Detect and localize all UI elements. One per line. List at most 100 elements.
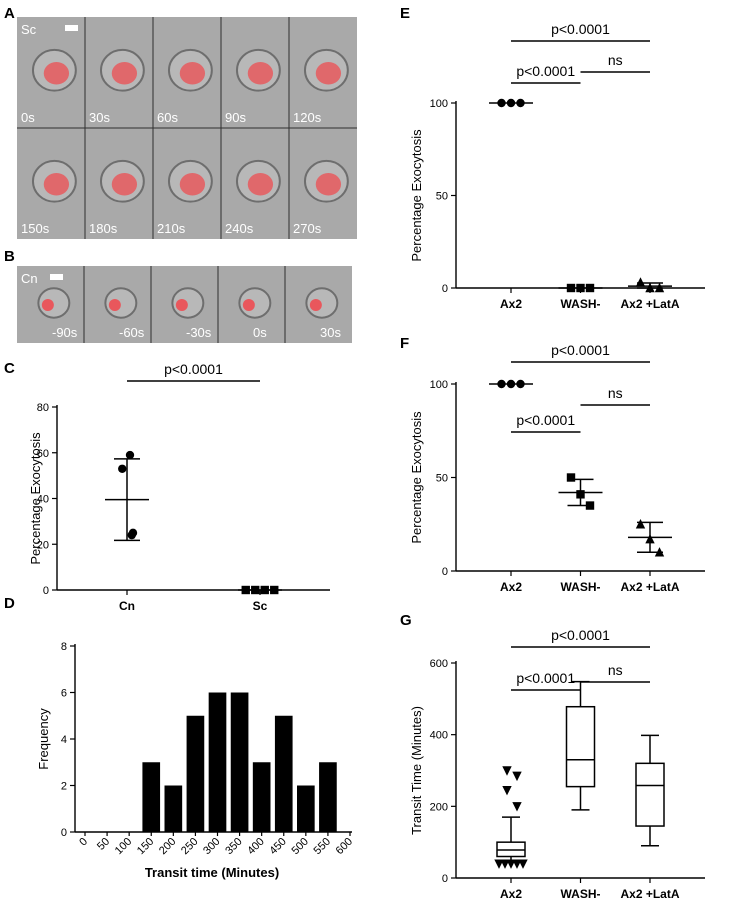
x-category-label: Ax2 +LatA bbox=[620, 887, 679, 900]
red-vesicle bbox=[179, 62, 206, 85]
y-tick-label: 0 bbox=[442, 566, 448, 578]
x-category-label: Ax2 bbox=[500, 887, 522, 900]
red-vesicle bbox=[111, 62, 138, 85]
y-tick-label: 40 bbox=[37, 494, 49, 506]
box bbox=[565, 705, 596, 788]
y-tick-label: 6 bbox=[61, 688, 67, 700]
data-point bbox=[128, 528, 138, 538]
x-category-label: Ax2 bbox=[500, 297, 522, 311]
panel-label-g: G bbox=[400, 612, 412, 629]
frame-time-label: 120s bbox=[293, 110, 322, 125]
red-vesicle bbox=[111, 173, 138, 196]
micrograph-tag: Cn bbox=[21, 271, 38, 286]
chart-d: 0 2 4 6 8 0 50 100 150 200 250 300 350 400 450 500 550 60… bbox=[36, 641, 355, 880]
y-tick-label: 400 bbox=[430, 730, 448, 742]
data-point bbox=[566, 473, 576, 482]
frame-time-label: 60s bbox=[157, 110, 178, 125]
data-point bbox=[576, 490, 585, 499]
y-axis-title: Frequency bbox=[36, 708, 51, 770]
frame-time-label: -90s bbox=[52, 325, 78, 340]
significance-label: p<0.0001 bbox=[551, 627, 610, 643]
x-category-label: Ax2 +LatA bbox=[620, 580, 679, 594]
x-tick-label: 300 bbox=[201, 836, 222, 857]
x-tick-label: 400 bbox=[245, 836, 266, 857]
data-point bbox=[497, 98, 506, 108]
x-axis-title: Transit time (Minutes) bbox=[145, 865, 279, 880]
data-point bbox=[566, 283, 576, 293]
data-point bbox=[506, 98, 516, 108]
x-tick-label: 200 bbox=[157, 836, 178, 857]
data-point bbox=[125, 450, 135, 460]
significance-label: p<0.0001 bbox=[516, 412, 575, 428]
histogram-bar bbox=[297, 785, 315, 832]
red-vesicle bbox=[242, 298, 255, 311]
frame-time-label: 90s bbox=[225, 110, 246, 125]
histogram-bar bbox=[142, 762, 161, 832]
significance-label: p<0.0001 bbox=[551, 342, 610, 358]
red-vesicle bbox=[247, 173, 274, 196]
x-tick-label: 500 bbox=[289, 836, 310, 857]
scale-bar bbox=[65, 25, 78, 31]
histogram-bar bbox=[230, 692, 249, 832]
x-category-label: WASH- bbox=[561, 580, 601, 594]
frame-time-label: 0s bbox=[21, 110, 35, 125]
x-category-label: Cn bbox=[119, 599, 135, 613]
red-vesicle bbox=[247, 62, 274, 85]
y-axis-title: Percentage Exocytosis bbox=[409, 129, 424, 262]
x-tick-label: 100 bbox=[113, 836, 134, 857]
y-tick-label: 60 bbox=[37, 448, 49, 460]
y-tick-label: 50 bbox=[436, 473, 448, 485]
red-vesicle bbox=[315, 62, 342, 85]
panel-label-b: B bbox=[4, 248, 15, 265]
data-point bbox=[251, 585, 260, 595]
data-point bbox=[654, 547, 665, 557]
frame-time-label: -60s bbox=[119, 325, 145, 340]
y-tick-label: 4 bbox=[61, 734, 67, 746]
panel-label-c: C bbox=[4, 360, 15, 377]
data-point bbox=[576, 283, 585, 293]
y-tick-label: 100 bbox=[430, 98, 448, 110]
frame-time-label: 30s bbox=[320, 325, 341, 340]
x-category-label: WASH- bbox=[561, 887, 601, 900]
significance-label: ns bbox=[608, 52, 623, 68]
y-axis-title: Percentage Exocytosis bbox=[28, 432, 43, 565]
data-point bbox=[645, 282, 655, 293]
y-tick-label: 0 bbox=[61, 827, 67, 839]
histogram-bar bbox=[208, 692, 227, 832]
y-tick-label: 100 bbox=[430, 379, 448, 391]
frame-time-label: 240s bbox=[225, 221, 254, 236]
chart-f: 0 50 100 Ax2 WASH- Ax2 +LatA Percentage Exocyt… bbox=[409, 342, 705, 594]
outlier-point bbox=[506, 859, 516, 869]
y-tick-label: 0 bbox=[442, 873, 448, 885]
y-tick-label: 8 bbox=[61, 641, 67, 653]
histogram-bar bbox=[164, 785, 183, 832]
data-point bbox=[585, 283, 595, 293]
x-tick-label: 600 bbox=[334, 836, 355, 857]
frame-time-label: 0s bbox=[253, 325, 267, 340]
data-point bbox=[635, 519, 646, 529]
histogram-bar bbox=[274, 715, 293, 832]
panel-label-e: E bbox=[400, 5, 410, 22]
scale-bar bbox=[50, 274, 63, 280]
y-tick-label: 0 bbox=[43, 585, 49, 597]
x-tick-label: 150 bbox=[135, 836, 156, 857]
y-tick-label: 80 bbox=[37, 402, 49, 414]
box bbox=[635, 762, 665, 827]
x-tick-label: 550 bbox=[312, 836, 333, 857]
red-vesicle bbox=[43, 173, 70, 196]
outlier-point bbox=[494, 859, 504, 869]
micrograph-tag: Sc bbox=[21, 22, 37, 37]
frame-time-label: 180s bbox=[89, 221, 118, 236]
data-point bbox=[497, 379, 506, 389]
panel-label-d: D bbox=[4, 595, 15, 612]
y-tick-label: 20 bbox=[37, 539, 49, 551]
panel-label-f: F bbox=[400, 335, 409, 352]
data-point bbox=[270, 585, 279, 595]
y-tick-label: 2 bbox=[61, 781, 67, 793]
red-vesicle bbox=[43, 62, 70, 85]
data-point bbox=[241, 585, 250, 595]
frame-time-label: -30s bbox=[186, 325, 212, 340]
x-category-label: Ax2 bbox=[500, 580, 522, 594]
outlier-point bbox=[502, 766, 512, 776]
